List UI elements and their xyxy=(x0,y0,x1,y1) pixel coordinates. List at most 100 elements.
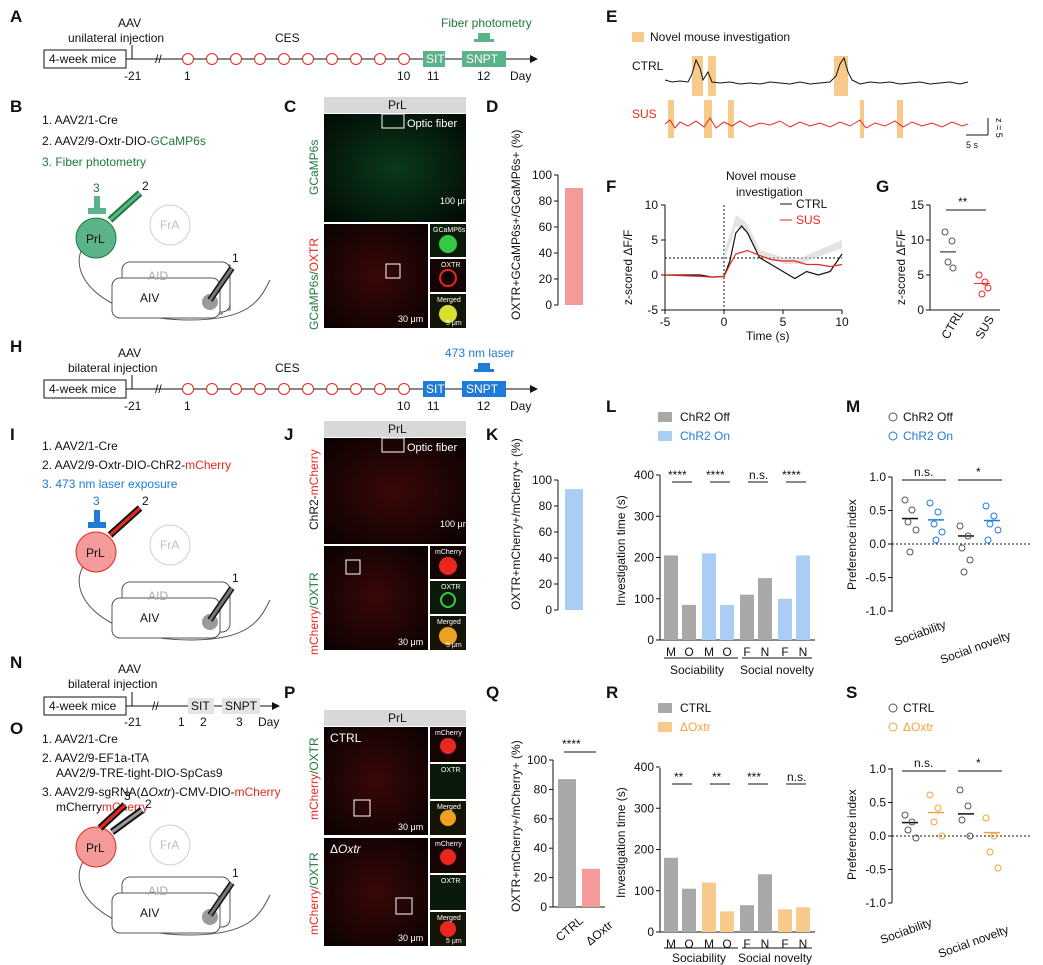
cell-signal xyxy=(439,627,457,645)
laser-icon xyxy=(474,363,494,372)
x-tick-label: O xyxy=(722,937,731,951)
cell-signal xyxy=(439,305,457,323)
sit-label: SIT xyxy=(426,52,445,66)
bar xyxy=(582,868,600,907)
aid-label: AID xyxy=(148,269,168,283)
y-tick-label: -0.5 xyxy=(865,571,886,585)
step-3: 3. AAV2/9-sgRNA(ΔOxtr)-CMV-DIO-mCherry xyxy=(42,785,281,799)
step-2b: AAV2/9-TRE-tight-DIO-SpCas9 xyxy=(56,766,223,780)
x-tick-label: CTRL xyxy=(553,913,586,944)
tick-label: 3 xyxy=(236,715,243,729)
side-label: mCherry/OXTR xyxy=(307,852,321,935)
brain-outline xyxy=(78,854,271,936)
legend-ctrl: CTRL xyxy=(796,197,828,211)
x-tick-label: O xyxy=(684,645,693,659)
group-label: Social novelty xyxy=(738,951,812,965)
cell-signal xyxy=(440,738,456,754)
bar xyxy=(664,555,678,640)
data-point xyxy=(948,237,956,245)
oxtr-ko-image xyxy=(324,838,428,946)
inset-label: mCherry xyxy=(435,730,462,737)
sus-label: SUS xyxy=(632,107,657,121)
scale-label: 100 μm xyxy=(440,196,470,206)
y-tick-label: -0.5 xyxy=(865,863,886,877)
y-axis-label: OXTR+GCaMP6s+/GCaMP6s+ (%) xyxy=(509,130,523,320)
step-1: 1. AAV2/1-Cre xyxy=(42,732,118,746)
scale-z-label: z = 5 xyxy=(994,118,1004,138)
sig-label: **** xyxy=(706,468,725,482)
y-tick-label: 100 xyxy=(532,168,552,182)
aid-label: AID xyxy=(148,589,168,603)
fiber-photometry-label: Fiber photometry xyxy=(441,16,532,30)
y-tick-label: 300 xyxy=(634,509,654,523)
arrow-head xyxy=(272,702,280,710)
legend-on: ChR2 On xyxy=(680,429,730,443)
panel-g: G z-scored ΔF/F 0 5 10 15 ** CTRL SUS xyxy=(876,177,1000,342)
fra-label: FrA xyxy=(160,218,179,232)
panel-letter: E xyxy=(606,7,617,26)
injection-label: unilateral injection xyxy=(68,31,164,45)
x-tick-label: N xyxy=(799,645,808,659)
side-label: GCaMP6s/OXTR xyxy=(307,238,321,330)
scale-label: 30 μm xyxy=(398,933,423,943)
x-tick-label: M xyxy=(704,937,714,951)
fra-region xyxy=(149,824,191,866)
bar xyxy=(565,489,583,610)
x-tick-label: Sociability xyxy=(892,617,948,649)
aid-label: AID xyxy=(148,884,168,898)
y-tick-label: 0 xyxy=(917,303,924,317)
snpt-box xyxy=(462,51,506,67)
step-2: 2. AAV2/9-EF1a-tTA xyxy=(42,751,149,765)
step-2: 2. AAV2/9-Oxtr-DIO-ChR2-mCherry xyxy=(42,458,231,472)
y-ticks: 0 20 40 60 80 100 xyxy=(527,753,553,914)
y-tick-label: 10 xyxy=(645,198,659,212)
panel-c: C PrL Optic fiber 100 μm GCaMP6s 30 μm G… xyxy=(284,97,470,330)
y-axis-label: Preference index xyxy=(845,789,859,880)
legend-ko: ΔOxtr xyxy=(903,720,934,734)
x-tick-label: F xyxy=(743,937,750,951)
prl-region xyxy=(75,826,117,868)
legend-ko: ΔOxtr xyxy=(680,720,711,734)
x-tick-label: -5 xyxy=(660,315,671,329)
panel-j: J PrL Optic fiber 100 μm ChR2-mCherry 30… xyxy=(284,421,470,655)
header-label: PrL xyxy=(388,711,407,725)
y-axis-label: z-scored ΔF/F xyxy=(621,230,635,305)
legend-ctrl: CTRL xyxy=(903,701,935,715)
panel-f: F Novel mouse investigation z-scored ΔF/… xyxy=(606,169,849,343)
inset-label: Merged xyxy=(437,804,461,811)
x-tick-label: F xyxy=(781,937,788,951)
region-header xyxy=(324,97,466,113)
ctrl-label: CTRL xyxy=(632,59,664,73)
y-tick-label: 60 xyxy=(539,220,553,234)
x-tick-label: N xyxy=(799,937,808,951)
y-tick-label: 0 xyxy=(647,925,654,939)
snpt-label: SNPT xyxy=(225,699,258,713)
legend-marker-ko xyxy=(888,722,898,732)
y-tick-label: 1.0 xyxy=(869,470,886,484)
bars xyxy=(664,553,810,640)
x-tick-label: O xyxy=(722,645,731,659)
ko-image-label: ΔOxtr xyxy=(330,842,362,856)
sig-label: * xyxy=(976,465,981,479)
sit-box xyxy=(423,381,445,397)
x-tick-label: F xyxy=(743,645,750,659)
aiv-label: AIV xyxy=(140,906,159,920)
panel-letter: R xyxy=(606,683,618,702)
panel-letter: C xyxy=(284,97,296,116)
x-tick-label: 0 xyxy=(721,315,728,329)
panel-letter: I xyxy=(10,425,15,444)
legend-swatch-on xyxy=(658,431,672,441)
y-ticks: 0 5 10 15 xyxy=(911,198,930,317)
inset-label: mCherry xyxy=(435,841,462,848)
tick-label: -21 xyxy=(124,69,142,83)
day-label: Day xyxy=(510,69,531,83)
x-tick-label: N xyxy=(761,937,770,951)
step-1: 1. AAV2/1-Cre xyxy=(42,113,118,127)
y-tick-label: 1.0 xyxy=(869,762,886,776)
y-axis-label: OXTR+mCherry+/mCherry+ (%) xyxy=(509,740,523,912)
panel-letter: L xyxy=(606,397,616,416)
inset-image xyxy=(430,764,466,799)
